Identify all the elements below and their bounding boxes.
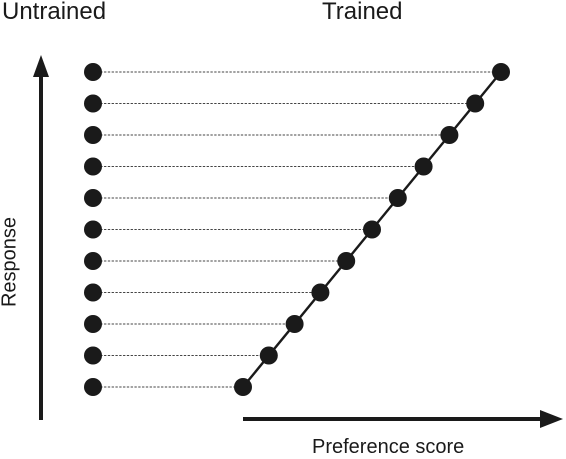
x-axis-label: Preference score xyxy=(312,436,465,458)
untrained-title: Untrained xyxy=(2,0,107,25)
untrained-point xyxy=(84,283,102,302)
untrained-point xyxy=(84,126,102,144)
trained-point xyxy=(363,220,381,239)
trained-point xyxy=(311,283,330,302)
x-axis-arrowhead xyxy=(540,410,563,428)
trained-point xyxy=(285,315,304,333)
dotted-connectors xyxy=(92,71,502,388)
y-axis-arrowhead xyxy=(33,55,49,77)
untrained-point xyxy=(84,63,102,81)
untrained-point xyxy=(84,189,102,207)
untrained-point xyxy=(84,157,102,176)
untrained-points xyxy=(84,63,102,396)
untrained-point xyxy=(84,378,102,396)
untrained-point xyxy=(84,252,102,270)
trained-point xyxy=(337,252,356,270)
trained-points xyxy=(234,63,510,396)
trained-point xyxy=(492,63,510,81)
trained-point xyxy=(259,346,278,365)
trained-point xyxy=(414,157,433,176)
trained-point xyxy=(440,126,459,144)
trained-point xyxy=(234,378,252,396)
trained-title: Trained xyxy=(322,0,403,25)
untrained-point xyxy=(84,220,102,239)
untrained-point xyxy=(84,94,102,113)
untrained-point xyxy=(84,315,102,333)
trained-point xyxy=(466,94,485,113)
trained-point xyxy=(388,189,407,207)
untrained-point xyxy=(84,346,102,365)
